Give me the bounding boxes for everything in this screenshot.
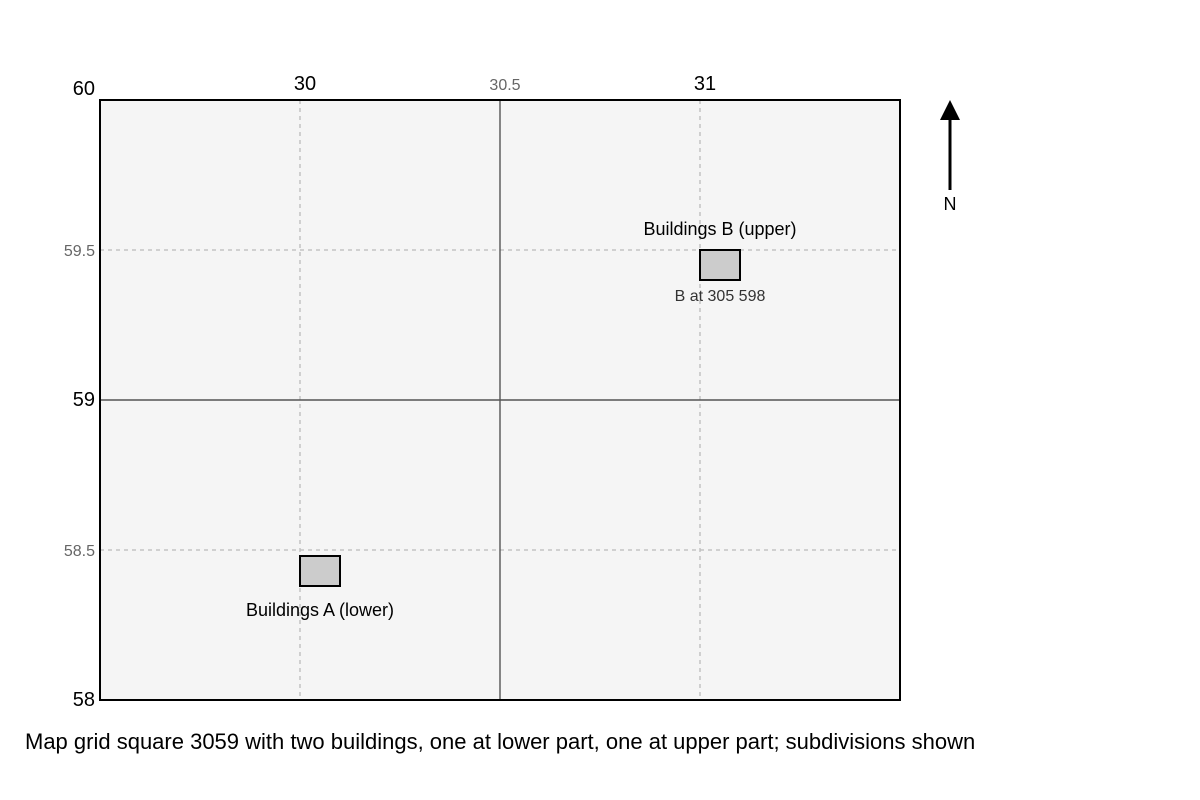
easting-label: 30 [294, 73, 316, 95]
map-caption: Map grid square 3059 with two buildings,… [25, 729, 976, 754]
building-a-marker [299, 555, 341, 587]
easting-subdivision-label: 30.5 [489, 77, 520, 94]
building-b-note: B at 305 598 [675, 288, 766, 305]
northing-label: 58 [73, 689, 95, 711]
northing-subdivision-label: 58.5 [64, 543, 95, 560]
north-arrow-icon [940, 100, 960, 120]
northing-subdivision-label: 59.5 [64, 243, 95, 260]
north-arrow-label: N [944, 194, 957, 214]
building-b-label: Buildings B (upper) [643, 219, 796, 239]
building-a-label: Buildings A (lower) [246, 600, 394, 620]
northing-label: 59 [73, 389, 95, 411]
easting-label: 31 [694, 73, 716, 95]
building-b-marker [699, 249, 741, 281]
northing-label: 60 [73, 78, 95, 100]
map-frame [99, 99, 901, 701]
